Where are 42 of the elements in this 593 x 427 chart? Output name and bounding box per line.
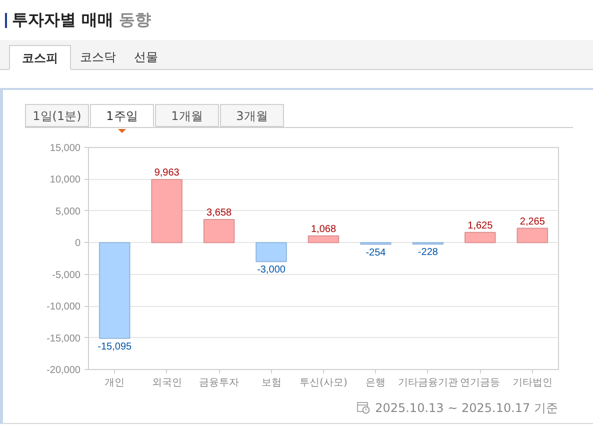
bar [464,232,496,244]
y-tick-label: 15,000 [50,143,81,154]
text: 2025.10.13 ~ 2025.10.17 기준 [374,401,558,415]
bar [98,242,130,339]
chart-title: 투자자별 매매 동향 [12,9,152,31]
y-tick-label: -15,000 [46,333,81,344]
y-tick-label: 10,000 [50,174,81,186]
text: 코스피 [9,45,71,70]
y-tick-label: -20,000 [46,365,81,376]
x-tick-label: 연기금등 [460,378,500,388]
data-label: -228 [418,247,438,258]
text: 1주일 [90,104,154,127]
x-tick-label: 외국인 [152,378,182,388]
y-tick-label: 5,000 [55,206,81,218]
x-tick-label: 금융투자 [199,378,240,388]
data-label: 1,068 [310,224,336,235]
y-tick-label: -10,000 [46,302,81,313]
data-label: 1,625 [468,220,494,232]
text: 1개월 [155,104,219,127]
x-tick-label: 기타금융기관 [398,378,458,388]
x-tick-label: 투신(사모) [300,378,348,388]
data-label: 2,265 [520,216,546,228]
bar [151,178,182,244]
data-label: -3,000 [257,264,286,276]
bar [203,218,235,244]
data-label: -254 [366,247,386,258]
text: 코스닥 [79,49,117,66]
bar [308,235,340,244]
x-tick-label: 은행 [366,378,386,388]
y-tick-label: -5,000 [52,270,81,281]
data-label: -15,095 [98,341,132,352]
x-tick-label: 보험 [261,378,282,388]
y-tick-label: 0 [74,238,81,250]
bar [256,242,287,262]
text: 선물 [133,49,159,66]
text: 3개월 [220,104,284,127]
text: 1일(1분) [25,104,89,127]
x-tick-label: 개인 [104,378,125,388]
x-tick-label: 기타법인 [512,378,552,388]
data-label: 9,963 [154,167,180,178]
bar [516,228,548,244]
data-label: 3,658 [206,207,232,218]
